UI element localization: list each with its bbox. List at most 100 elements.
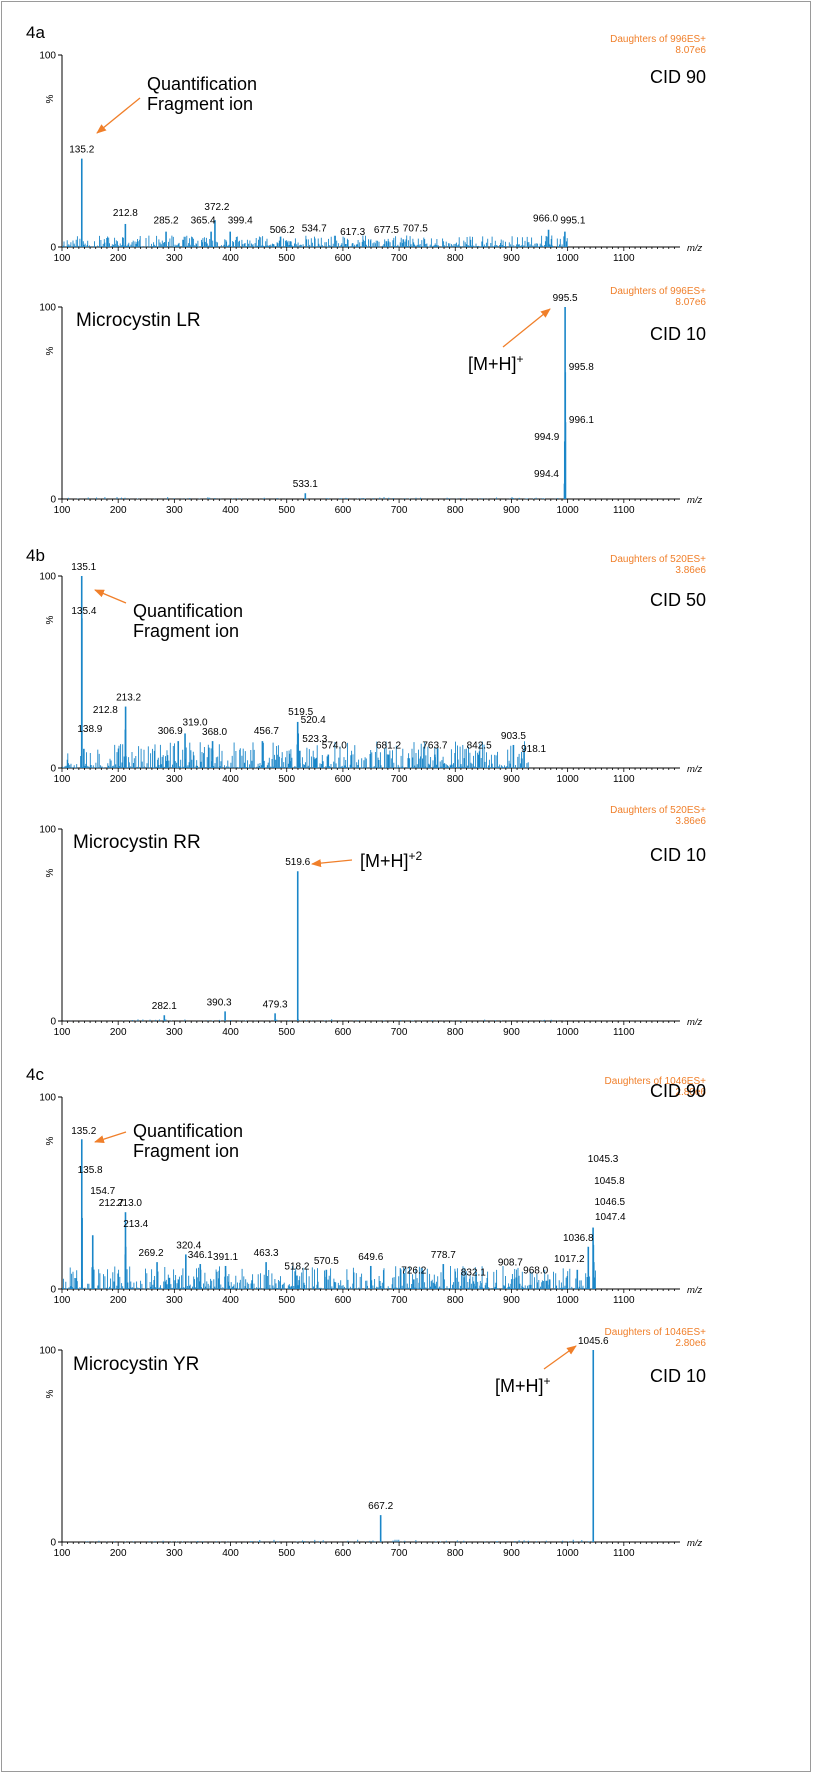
peak-label: 763.7 [422,741,447,752]
peak-label: 135.8 [78,1165,103,1176]
peak-label: 506.2 [270,225,295,236]
peak-label: 523.3 [302,734,327,745]
peak-label: 368.0 [202,727,227,738]
annotation-arrow [543,1345,577,1370]
x-tick-label: 400 [222,1548,239,1559]
x-tick-label: 700 [391,505,408,516]
peak-label: 372.2 [204,202,229,213]
peak-label: 213.0 [117,1198,142,1209]
peak-label: 212.8 [93,705,118,716]
x-tick-label: 1100 [613,1027,635,1038]
x-tick-label: 1000 [557,253,580,264]
x-tick-label: 100 [54,774,71,785]
compound-title: Microcystin RR [73,832,201,853]
x-tick-label: 500 [278,774,295,785]
x-tick-label: 300 [166,1548,183,1559]
x-tick-label: 500 [278,1027,295,1038]
x-tick-label: 100 [54,253,71,264]
x-tick-label: 900 [503,1295,520,1306]
peak-label: 319.0 [183,717,208,728]
x-tick-label: 900 [503,774,520,785]
annotation-arrow [502,308,551,348]
source-label: Daughters of 996ES+ [610,34,706,45]
peak-label: 1017.2 [554,1254,585,1265]
x-tick-label: 700 [391,1548,408,1559]
y-axis-label: % [45,94,56,103]
peak-label: 285.2 [154,216,179,227]
peak-label: 1045.6 [578,1336,609,1347]
annotation-superscript: + [517,352,524,366]
section-label: 4b [26,546,45,565]
x-tick-label: 800 [447,1548,464,1559]
peak-label: 1036.8 [563,1233,594,1244]
y-tick-label: 0 [50,1017,56,1028]
x-tick-label: 400 [222,1295,239,1306]
peak-label: 534.7 [302,223,327,234]
annotation-arrow [96,97,141,134]
annotation-text: [M+H]+ [495,1374,551,1396]
peak-label: 135.4 [71,606,96,617]
y-tick-label: 100 [39,1346,56,1357]
x-tick-label: 200 [110,1548,127,1559]
noise-trace [62,1266,596,1289]
x-axis-label: m/z [687,495,703,506]
x-tick-label: 500 [278,1548,295,1559]
y-axis-label: % [45,615,56,624]
x-tick-label: 800 [447,774,464,785]
y-tick-label: 100 [39,1093,56,1104]
x-axis-label: m/z [687,1285,703,1296]
x-tick-label: 800 [447,1027,464,1038]
x-tick-label: 900 [503,505,520,516]
x-tick-label: 1000 [557,774,580,785]
peak-label: 135.1 [71,562,96,573]
peak-label: 346.1 [188,1250,213,1261]
noise-trace [62,741,529,768]
x-tick-label: 800 [447,505,464,516]
x-tick-label: 1100 [613,1548,635,1559]
annotation-arrow [94,589,127,604]
peak-label: 996.1 [569,415,594,426]
annotation-text-line2: Fragment ion [133,621,239,641]
x-tick-label: 400 [222,505,239,516]
x-tick-label: 1000 [557,1295,580,1306]
annotation-text: [M+H]+2 [360,849,423,871]
x-tick-label: 300 [166,505,183,516]
annotation-superscript: +2 [409,849,423,863]
peak-label: 154.7 [90,1186,115,1197]
x-tick-label: 700 [391,253,408,264]
peak-label: 995.8 [569,362,594,373]
cid-label: CID 90 [650,67,706,87]
annotation-text: [M+H]+ [468,352,524,374]
peak-label: 365.4 [191,216,216,227]
noise-trace [62,235,568,247]
peak-label: 390.3 [207,997,232,1008]
peak-label: 269.2 [139,1248,164,1259]
y-tick-label: 0 [50,495,56,506]
peak-label: 966.0 [533,214,558,225]
x-tick-label: 300 [166,253,183,264]
peak-label: 995.5 [553,293,578,304]
peak-label: 212.7 [99,1198,124,1209]
compound-title: Microcystin LR [76,310,201,331]
peak-label: 320.4 [176,1240,201,1251]
peak-label: 391.1 [213,1252,238,1263]
x-tick-label: 800 [447,1295,464,1306]
peak-label: 677.5 [374,225,399,236]
source-intensity: 2.80e6 [675,1087,706,1098]
peak-label: 479.3 [263,999,288,1010]
x-tick-label: 200 [110,253,127,264]
x-tick-label: 1100 [613,774,635,785]
peak-label: 138.9 [77,724,102,735]
x-tick-label: 100 [54,1295,71,1306]
source-label: Daughters of 1046ES+ [605,1076,707,1087]
x-tick-label: 900 [503,1027,520,1038]
x-tick-label: 100 [54,505,71,516]
noise-trace [85,1539,593,1542]
peak-label: 463.3 [254,1248,279,1259]
peak-label: 1045.3 [588,1154,619,1165]
x-tick-label: 200 [110,505,127,516]
peak-label: 617.3 [340,227,365,238]
peak-label: 842.5 [467,741,492,752]
peak-label: 995.1 [560,216,585,227]
